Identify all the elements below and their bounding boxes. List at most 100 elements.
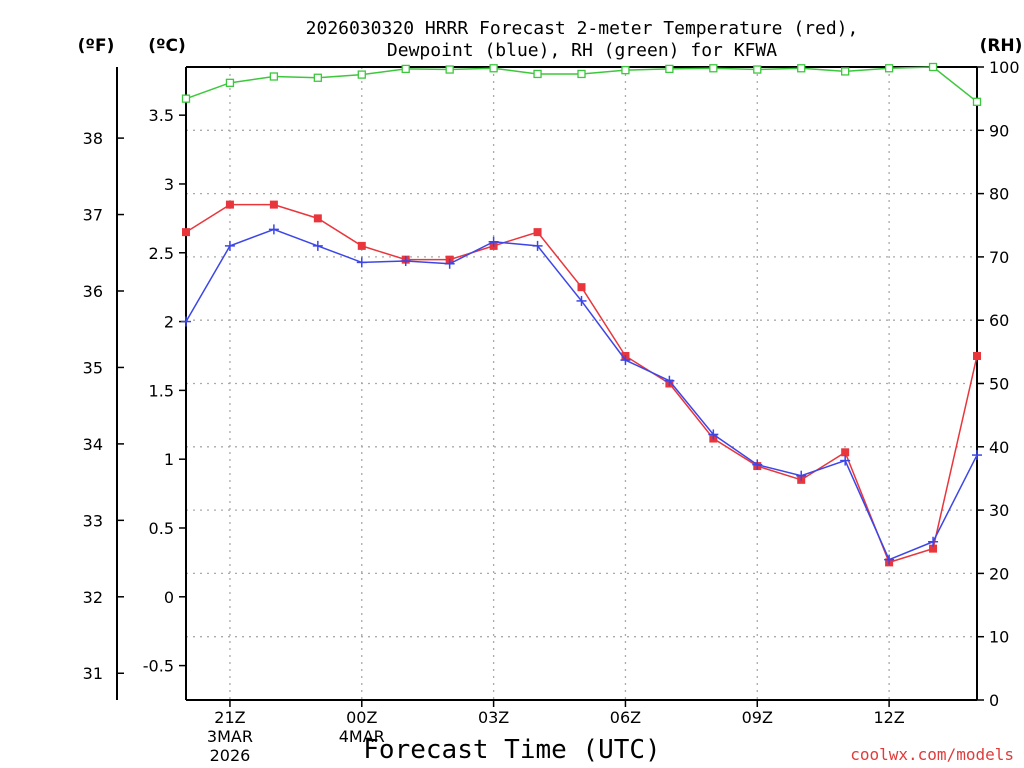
celsius-tick-label: 0 <box>164 588 174 607</box>
rh-unit-label: (RH) <box>980 36 1023 56</box>
2-meter-temperature-point <box>269 200 278 209</box>
2-meter-temperature-series <box>182 200 981 567</box>
fahrenheit-unit-label: (ºF) <box>78 36 115 56</box>
celsius-tick-label: -0.5 <box>143 657 174 676</box>
dewpoint-series <box>181 224 982 565</box>
celsius-tick-label: 1 <box>164 450 174 469</box>
fahrenheit-tick-label: 31 <box>83 664 103 683</box>
dewpoint-point <box>400 256 411 267</box>
2-meter-temperature-point <box>313 214 322 223</box>
rh-point <box>445 65 454 74</box>
2-meter-temperature-point <box>929 544 938 553</box>
rh-tick-label: 60 <box>989 311 1009 330</box>
rh-point <box>972 97 982 106</box>
credit-text: coolwx.com/models <box>850 745 1014 764</box>
dewpoint-point <box>532 240 543 251</box>
fahrenheit-tick-label: 33 <box>83 511 103 530</box>
x-tick-label: 21Z <box>214 708 245 727</box>
rh-point <box>884 64 894 73</box>
celsius-tick-label: 2.5 <box>149 244 174 263</box>
2-meter-temperature-point <box>357 241 366 250</box>
2-meter-temperature-point <box>533 228 542 237</box>
dewpoint-point <box>576 295 587 306</box>
rh-point <box>533 69 542 79</box>
celsius-tick-label: 3 <box>164 175 174 194</box>
x-tick-label: 06Z <box>610 708 641 727</box>
dewpoint-point <box>928 536 939 547</box>
rh-point <box>621 66 630 75</box>
rh-point <box>401 64 410 74</box>
dewpoint-point <box>796 470 807 481</box>
dewpoint-point <box>708 429 719 440</box>
dewpoint-point <box>664 375 675 386</box>
rh-point <box>577 69 586 79</box>
tick-labels: -0.5 0 0.5 1 1.5 2 2.5 3 3.5 31 32 33 34 35 36 37 38 0 10 2… <box>83 58 1020 765</box>
gridlines <box>186 67 977 700</box>
x-date-label: 3MAR <box>207 727 253 746</box>
celsius-tick-label: 2 <box>164 313 174 332</box>
x-date-label: 4MAR <box>339 727 385 746</box>
rh-tick-label: 100 <box>989 58 1020 77</box>
dewpoint-point <box>752 459 763 470</box>
2-meter-temperature-point <box>841 448 850 457</box>
chart-title-line1: 2026030320 HRRR Forecast 2-meter Tempera… <box>306 18 859 39</box>
x-year-label: 2026 <box>210 746 251 765</box>
x-tick-label: 12Z <box>873 708 904 727</box>
celsius-unit-label: (ºC) <box>148 36 186 56</box>
rh-point <box>797 64 806 73</box>
rh-point <box>313 73 322 82</box>
rh-point <box>181 94 191 103</box>
x-tick-label: 09Z <box>742 708 773 727</box>
rh-tick-label: 90 <box>989 121 1009 140</box>
fahrenheit-tick-label: 34 <box>83 435 103 454</box>
celsius-tick-label: 1.5 <box>149 381 174 400</box>
dewpoint-point <box>884 554 895 565</box>
axes <box>116 66 978 701</box>
rh-point <box>709 64 718 73</box>
dewpoint-point <box>488 236 499 247</box>
rh-point <box>357 70 366 79</box>
x-tick-label: 00Z <box>346 708 377 727</box>
dewpoint-point <box>312 240 323 251</box>
rh-tick-label: 0 <box>989 691 999 710</box>
rh-tick-label: 70 <box>989 248 1009 267</box>
dewpoint-point <box>181 316 191 327</box>
rh-point <box>269 72 279 81</box>
dewpoint-point <box>268 224 279 235</box>
2-meter-temperature-point <box>973 351 981 360</box>
rh-tick-label: 10 <box>989 628 1009 647</box>
x-tick-label: 03Z <box>478 708 509 727</box>
dewpoint-point <box>972 450 982 461</box>
rh-point <box>753 65 762 74</box>
rh-tick-label: 40 <box>989 438 1009 457</box>
2-meter-temperature-point <box>182 228 190 237</box>
rh-tick-label: 80 <box>989 185 1009 204</box>
data-series <box>181 62 982 567</box>
2-meter-temperature-point <box>225 200 234 209</box>
fahrenheit-tick-label: 35 <box>83 358 103 377</box>
rh-point <box>225 78 235 87</box>
2-meter-temperature-point <box>577 283 586 292</box>
rh-tick-label: 20 <box>989 564 1009 583</box>
rh-point <box>489 64 498 73</box>
rh-point <box>928 62 938 72</box>
rh-point <box>665 64 674 74</box>
rh-series <box>181 62 982 106</box>
dewpoint-point <box>840 455 851 466</box>
x-axis-title: Forecast Time (UTC) <box>363 735 660 765</box>
celsius-tick-label: 3.5 <box>149 106 174 125</box>
rh-point <box>841 67 850 76</box>
celsius-tick-label: 0.5 <box>149 519 174 538</box>
rh-tick-label: 30 <box>989 501 1009 520</box>
chart-title-line2: Dewpoint (blue), RH (green) for KFWA <box>387 40 777 61</box>
fahrenheit-tick-label: 37 <box>83 206 103 225</box>
rh-tick-label: 50 <box>989 375 1009 394</box>
fahrenheit-tick-label: 38 <box>83 129 103 148</box>
fahrenheit-tick-label: 36 <box>83 282 103 301</box>
dewpoint-point <box>224 240 235 251</box>
dewpoint-point <box>620 355 631 366</box>
dewpoint-point <box>356 257 367 268</box>
fahrenheit-tick-label: 32 <box>83 588 103 607</box>
dewpoint-point <box>444 258 455 269</box>
